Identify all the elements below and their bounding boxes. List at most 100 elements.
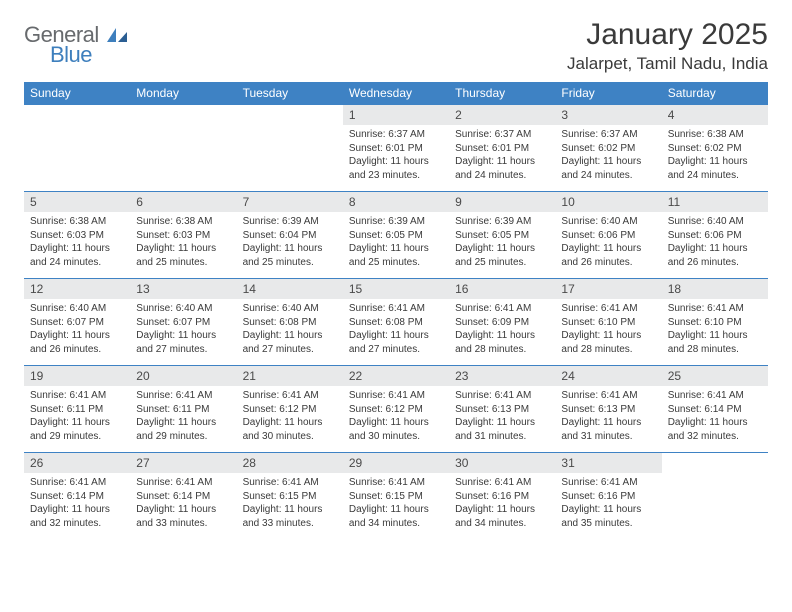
daylight-text: Daylight: 11 hours and 27 minutes. [243,329,337,356]
daylight-text: Daylight: 11 hours and 24 minutes. [30,242,124,269]
sunrise-text: Sunrise: 6:40 AM [136,302,230,316]
sunrise-text: Sunrise: 6:41 AM [136,389,230,403]
daylight-text: Daylight: 11 hours and 29 minutes. [30,416,124,443]
day-details: Sunrise: 6:41 AMSunset: 6:15 PMDaylight:… [237,473,343,536]
sunrise-text: Sunrise: 6:39 AM [349,215,443,229]
calendar-day-cell: 7Sunrise: 6:39 AMSunset: 6:04 PMDaylight… [237,192,343,279]
sunset-text: Sunset: 6:16 PM [455,490,549,504]
calendar-day-cell: 17Sunrise: 6:41 AMSunset: 6:10 PMDayligh… [555,279,661,366]
daylight-text: Daylight: 11 hours and 31 minutes. [455,416,549,443]
calendar-day-cell: 2Sunrise: 6:37 AMSunset: 6:01 PMDaylight… [449,105,555,192]
sunrise-text: Sunrise: 6:41 AM [668,302,762,316]
sunset-text: Sunset: 6:12 PM [349,403,443,417]
day-number: 6 [130,192,236,212]
calendar-day-cell [24,105,130,192]
day-details: Sunrise: 6:41 AMSunset: 6:08 PMDaylight:… [343,299,449,362]
daylight-text: Daylight: 11 hours and 26 minutes. [30,329,124,356]
sunrise-text: Sunrise: 6:41 AM [561,302,655,316]
sunset-text: Sunset: 6:02 PM [561,142,655,156]
calendar-day-cell: 24Sunrise: 6:41 AMSunset: 6:13 PMDayligh… [555,366,661,453]
day-number [662,453,768,473]
day-number: 17 [555,279,661,299]
day-number: 28 [237,453,343,473]
day-details: Sunrise: 6:37 AMSunset: 6:01 PMDaylight:… [449,125,555,188]
day-number: 22 [343,366,449,386]
daylight-text: Daylight: 11 hours and 28 minutes. [455,329,549,356]
sunrise-text: Sunrise: 6:39 AM [243,215,337,229]
calendar-day-cell: 18Sunrise: 6:41 AMSunset: 6:10 PMDayligh… [662,279,768,366]
sunset-text: Sunset: 6:12 PM [243,403,337,417]
sunrise-text: Sunrise: 6:38 AM [136,215,230,229]
daylight-text: Daylight: 11 hours and 24 minutes. [455,155,549,182]
sail-icon [107,24,127,38]
sunset-text: Sunset: 6:03 PM [30,229,124,243]
daylight-text: Daylight: 11 hours and 27 minutes. [136,329,230,356]
sunset-text: Sunset: 6:13 PM [455,403,549,417]
sunrise-text: Sunrise: 6:41 AM [349,389,443,403]
sunrise-text: Sunrise: 6:38 AM [668,128,762,142]
calendar-day-cell: 9Sunrise: 6:39 AMSunset: 6:05 PMDaylight… [449,192,555,279]
day-details: Sunrise: 6:39 AMSunset: 6:05 PMDaylight:… [449,212,555,275]
sunset-text: Sunset: 6:02 PM [668,142,762,156]
calendar-day-cell: 11Sunrise: 6:40 AMSunset: 6:06 PMDayligh… [662,192,768,279]
calendar-day-cell: 8Sunrise: 6:39 AMSunset: 6:05 PMDaylight… [343,192,449,279]
daylight-text: Daylight: 11 hours and 28 minutes. [561,329,655,356]
day-number: 30 [449,453,555,473]
sunset-text: Sunset: 6:11 PM [136,403,230,417]
sunset-text: Sunset: 6:10 PM [668,316,762,330]
day-details: Sunrise: 6:41 AMSunset: 6:14 PMDaylight:… [130,473,236,536]
day-details: Sunrise: 6:41 AMSunset: 6:11 PMDaylight:… [130,386,236,449]
daylight-text: Daylight: 11 hours and 25 minutes. [455,242,549,269]
sunset-text: Sunset: 6:08 PM [349,316,443,330]
sunrise-text: Sunrise: 6:40 AM [668,215,762,229]
daylight-text: Daylight: 11 hours and 25 minutes. [243,242,337,269]
day-details: Sunrise: 6:38 AMSunset: 6:03 PMDaylight:… [130,212,236,275]
daylight-text: Daylight: 11 hours and 25 minutes. [349,242,443,269]
daylight-text: Daylight: 11 hours and 24 minutes. [668,155,762,182]
sunrise-text: Sunrise: 6:40 AM [243,302,337,316]
calendar-day-cell: 13Sunrise: 6:40 AMSunset: 6:07 PMDayligh… [130,279,236,366]
daylight-text: Daylight: 11 hours and 28 minutes. [668,329,762,356]
day-details: Sunrise: 6:41 AMSunset: 6:14 PMDaylight:… [662,386,768,449]
day-number: 2 [449,105,555,125]
sunset-text: Sunset: 6:16 PM [561,490,655,504]
daylight-text: Daylight: 11 hours and 24 minutes. [561,155,655,182]
daylight-text: Daylight: 11 hours and 26 minutes. [561,242,655,269]
calendar-day-cell: 29Sunrise: 6:41 AMSunset: 6:15 PMDayligh… [343,453,449,540]
sunset-text: Sunset: 6:04 PM [243,229,337,243]
calendar-day-cell: 20Sunrise: 6:41 AMSunset: 6:11 PMDayligh… [130,366,236,453]
sunset-text: Sunset: 6:06 PM [561,229,655,243]
sunrise-text: Sunrise: 6:41 AM [455,302,549,316]
weekday-heading: Wednesday [343,82,449,105]
calendar-page: General Blue January 2025 Jalarpet, Tami… [0,0,792,557]
daylight-text: Daylight: 11 hours and 26 minutes. [668,242,762,269]
sunrise-text: Sunrise: 6:41 AM [243,389,337,403]
page-header: General Blue January 2025 Jalarpet, Tami… [24,18,768,74]
day-details: Sunrise: 6:39 AMSunset: 6:05 PMDaylight:… [343,212,449,275]
calendar-day-cell: 28Sunrise: 6:41 AMSunset: 6:15 PMDayligh… [237,453,343,540]
calendar-day-cell: 4Sunrise: 6:38 AMSunset: 6:02 PMDaylight… [662,105,768,192]
day-number: 1 [343,105,449,125]
sunset-text: Sunset: 6:14 PM [668,403,762,417]
day-number [24,105,130,125]
sunset-text: Sunset: 6:11 PM [30,403,124,417]
day-details: Sunrise: 6:38 AMSunset: 6:02 PMDaylight:… [662,125,768,188]
day-details: Sunrise: 6:40 AMSunset: 6:07 PMDaylight:… [130,299,236,362]
day-number: 10 [555,192,661,212]
calendar-day-cell [662,453,768,540]
title-block: January 2025 Jalarpet, Tamil Nadu, India [567,18,768,74]
sunrise-text: Sunrise: 6:37 AM [561,128,655,142]
day-number: 24 [555,366,661,386]
sunset-text: Sunset: 6:06 PM [668,229,762,243]
calendar-day-cell: 31Sunrise: 6:41 AMSunset: 6:16 PMDayligh… [555,453,661,540]
day-number: 4 [662,105,768,125]
sunset-text: Sunset: 6:03 PM [136,229,230,243]
day-number: 9 [449,192,555,212]
sunrise-text: Sunrise: 6:37 AM [349,128,443,142]
calendar-day-cell [130,105,236,192]
sunrise-text: Sunrise: 6:41 AM [455,476,549,490]
day-details: Sunrise: 6:40 AMSunset: 6:06 PMDaylight:… [662,212,768,275]
daylight-text: Daylight: 11 hours and 33 minutes. [136,503,230,530]
calendar-day-cell: 16Sunrise: 6:41 AMSunset: 6:09 PMDayligh… [449,279,555,366]
sunset-text: Sunset: 6:05 PM [455,229,549,243]
